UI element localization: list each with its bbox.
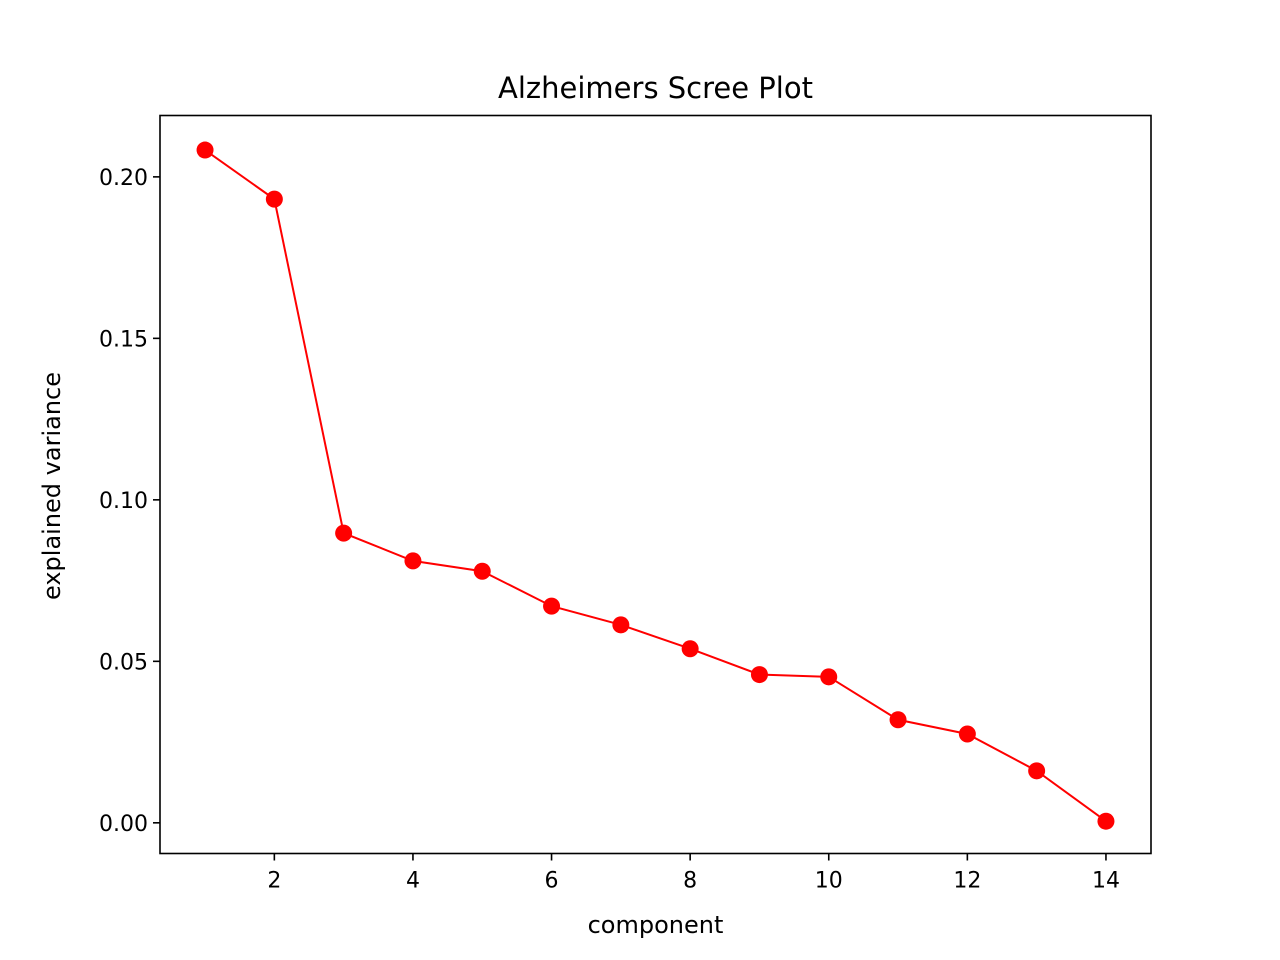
x-axis: 2 4 6 8 10 12 14 bbox=[267, 853, 1120, 894]
data-point bbox=[1028, 762, 1046, 780]
x-axis-label: component bbox=[588, 911, 724, 939]
y-tick-label: 0.05 bbox=[99, 650, 148, 675]
series-line bbox=[204, 149, 1107, 823]
data-point bbox=[681, 640, 699, 658]
x-tick-label: 8 bbox=[683, 869, 697, 894]
series-layer bbox=[196, 141, 1115, 830]
data-point bbox=[612, 616, 630, 634]
data-point bbox=[473, 562, 491, 580]
x-tick-label: 6 bbox=[545, 869, 559, 894]
y-axis: 0.00 0.05 0.10 0.15 0.20 bbox=[99, 166, 160, 837]
x-tick-label: 14 bbox=[1092, 869, 1120, 894]
y-tick-label: 0.10 bbox=[99, 489, 148, 514]
y-tick-label: 0.00 bbox=[99, 812, 148, 837]
y-axis-label: explained variance bbox=[38, 372, 66, 600]
data-point bbox=[404, 552, 422, 570]
y-tick-label: 0.20 bbox=[99, 166, 148, 191]
data-point bbox=[958, 725, 976, 743]
data-point bbox=[196, 141, 214, 159]
data-point bbox=[750, 666, 768, 684]
x-tick-label: 4 bbox=[406, 869, 420, 894]
x-tick-label: 12 bbox=[953, 869, 981, 894]
axes-frame bbox=[159, 114, 1152, 855]
data-point bbox=[889, 711, 907, 729]
y-tick-label: 0.15 bbox=[99, 327, 148, 352]
data-point bbox=[820, 668, 838, 686]
data-point bbox=[543, 597, 561, 615]
x-tick-label: 2 bbox=[267, 869, 281, 894]
x-tick-label: 10 bbox=[815, 869, 843, 894]
data-point bbox=[265, 190, 283, 208]
data-point bbox=[335, 524, 353, 542]
data-point bbox=[1097, 812, 1115, 830]
chart-title: Alzheimers Scree Plot bbox=[498, 71, 813, 105]
